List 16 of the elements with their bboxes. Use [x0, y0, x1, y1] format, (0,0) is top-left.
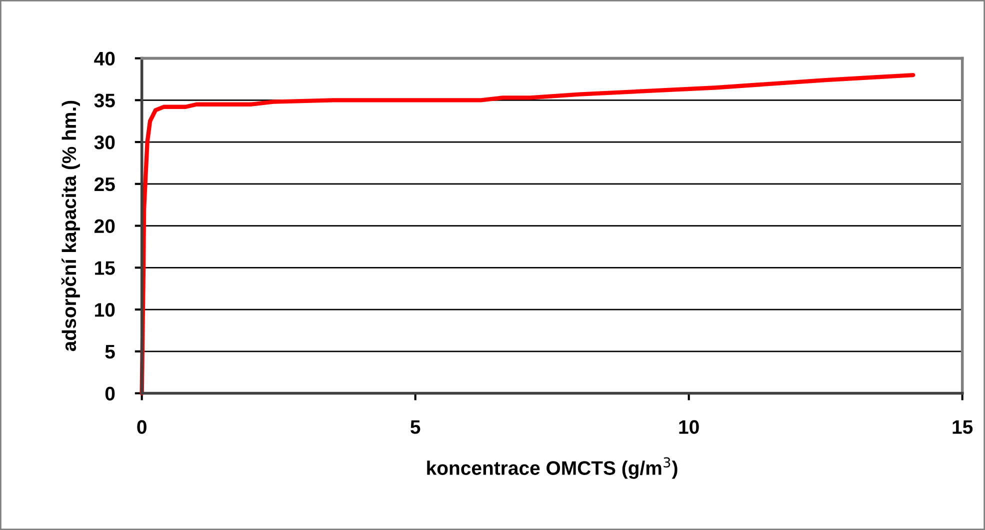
x-tick-label: 0 [137, 420, 146, 434]
x-axis-title: koncentrace OMCTS (g/m$^{3}$) [427, 457, 678, 479]
x-tick-label: 15 [952, 420, 973, 434]
y-tick-label: 0 [105, 386, 115, 400]
y-tick-label: 30 [94, 136, 115, 150]
x-tick-label: 10 [679, 420, 699, 434]
y-tick-label: 40 [94, 52, 115, 66]
y-tick-label: 25 [94, 177, 115, 192]
y-tick-label: 20 [94, 219, 115, 234]
y-tick-label: 35 [94, 94, 115, 108]
y-tick-label: 5 [105, 345, 115, 359]
y-tick-label: 15 [95, 261, 115, 275]
line-series [140, 72, 916, 396]
y-axis-title: adsorpční kapacita (% hm.) [61, 100, 80, 352]
x-tick-label: 5 [410, 420, 420, 434]
y-tick-label: 10 [95, 302, 115, 317]
